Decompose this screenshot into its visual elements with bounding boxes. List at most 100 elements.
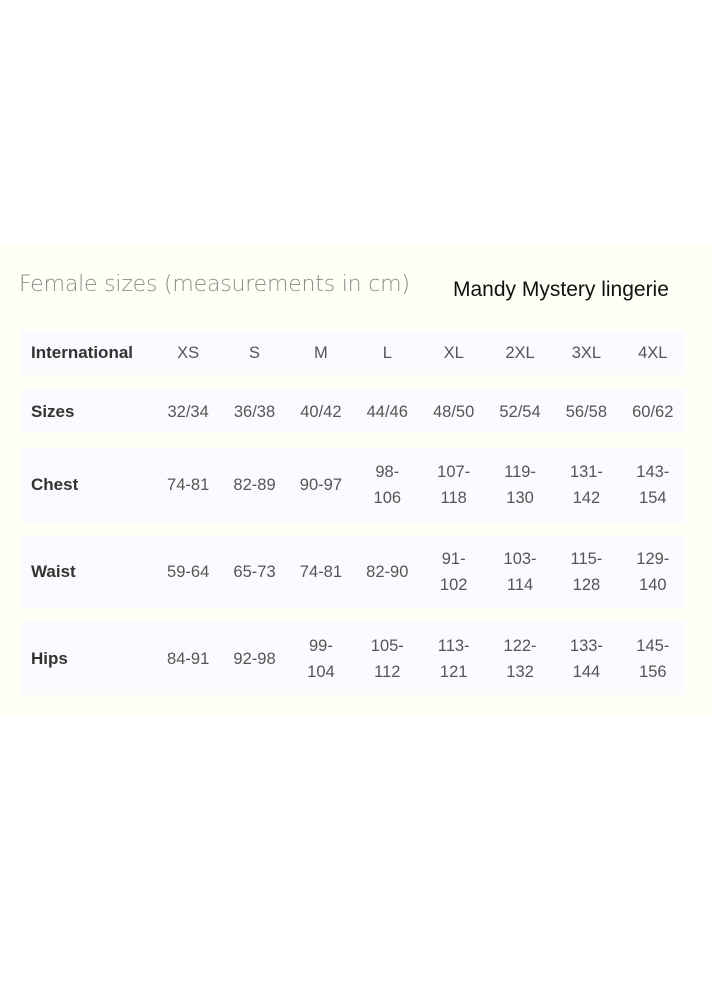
cell-text: 106: [373, 488, 402, 507]
cell-text: 90-97: [299, 475, 342, 494]
table-cell: XL: [420, 340, 486, 366]
cell-text: 36/38: [233, 402, 276, 421]
table-cell: 82-89: [221, 472, 287, 498]
cell-text: 3XL: [571, 343, 602, 362]
table-cell: 143- 154: [620, 459, 686, 511]
table-cell: 2XL: [487, 340, 553, 366]
table-cell: 59-64: [155, 559, 221, 585]
table-cell: 122- 132: [487, 633, 553, 685]
cell-text: M: [314, 343, 328, 362]
table-cell: 129- 140: [620, 546, 686, 598]
cell-text: 128: [572, 576, 601, 594]
cell-text: 99-: [308, 636, 333, 655]
cell-text: 145-: [636, 636, 670, 655]
table-row: Hips 84-91 92-98 99- 104 105- 112 113- 121 122- 13…: [20, 622, 686, 695]
table-row: Sizes 32/34 36/38 40/42 44/46 48/50 52/54 56/58…: [20, 390, 686, 433]
cell-text: 156: [639, 662, 667, 681]
row-label: Chest: [31, 474, 79, 494]
cell-text: 104: [307, 662, 335, 681]
table-cell: 65-73: [221, 559, 287, 585]
table-cell: 103- 114: [487, 546, 553, 598]
cell-text: 112: [374, 662, 401, 681]
table-cell: 56/58: [553, 399, 619, 425]
cell-text: XL: [443, 343, 464, 362]
table-cell: 119- 130: [487, 459, 553, 511]
table-cell: 40/42: [288, 399, 354, 425]
cell-text: 32/34: [167, 402, 209, 421]
cell-text: L: [382, 343, 392, 362]
cell-text: 114: [506, 576, 534, 594]
table-cell: 48/50: [420, 399, 486, 425]
cell-text: 119-: [504, 462, 536, 481]
table-row: International XS S M L XL 2XL 3XL 4XL: [20, 330, 686, 375]
table-cell: 90-97: [288, 472, 354, 498]
cell-text: S: [249, 343, 261, 362]
table-cell: 32/34: [155, 399, 221, 425]
table-cell: 4XL: [620, 340, 686, 366]
cell-text: 131-: [569, 462, 603, 481]
table-cell: 74-81: [288, 559, 354, 585]
cell-text: 144: [572, 662, 601, 681]
cell-text: 92-98: [233, 649, 276, 668]
table-row: Waist 59-64 65-73 74-81 82-90 91- 102 103- 114 11…: [20, 535, 686, 609]
cell-text: 105-: [370, 636, 404, 655]
cell-text: 59-64: [167, 563, 210, 581]
table-cell: 82-90: [354, 559, 420, 585]
row-label: Hips: [31, 648, 68, 668]
table-cell: 113- 121: [420, 633, 486, 685]
cell-text: 60/62: [632, 402, 674, 421]
table-cell: 99- 104: [288, 633, 354, 685]
cell-text: 98-: [375, 462, 400, 481]
table-cell: 84-91: [155, 646, 221, 672]
row-label: Waist: [31, 562, 76, 581]
table-cell: 91- 102: [420, 546, 486, 598]
cell-text: 154: [639, 488, 667, 507]
cell-text: 84-91: [167, 649, 210, 668]
cell-text: 56/58: [565, 402, 608, 421]
chart-title: Female sizes (measurements in cm): [19, 272, 410, 297]
table-cell: 98- 106: [354, 459, 420, 511]
cell-text: 103-: [503, 550, 537, 568]
cell-text: 122-: [503, 636, 537, 655]
table-cell: 92-98: [221, 646, 287, 672]
row-label: Sizes: [31, 401, 75, 421]
table-cell: 133- 144: [553, 633, 619, 685]
table-cell: 3XL: [553, 340, 619, 366]
table-cell: M: [288, 340, 354, 366]
table-cell: 74-81: [155, 472, 221, 498]
table-row: Chest 74-81 82-89 90-97 98- 106 107- 118 119- 130…: [20, 447, 686, 522]
table-cell: 36/38: [221, 399, 287, 425]
cell-text: 82-90: [366, 563, 409, 581]
cell-text: 133-: [569, 636, 603, 655]
cell-text: 48/50: [433, 402, 475, 421]
table-cell: 44/46: [354, 399, 420, 425]
table-cell: S: [221, 340, 287, 366]
cell-text: 65-73: [233, 563, 276, 581]
cell-text: 132: [506, 662, 534, 681]
cell-text: 91-: [441, 550, 466, 568]
cell-text: 4XL: [638, 343, 668, 362]
cell-text: 82-89: [233, 475, 276, 494]
table-cell: L: [354, 340, 420, 366]
row-label: International: [31, 342, 134, 362]
cell-text: 142: [572, 488, 601, 507]
cell-text: 113-: [437, 636, 470, 655]
table-cell: XS: [155, 340, 221, 366]
cell-text: 130: [506, 488, 534, 507]
table-cell: 107- 118: [420, 459, 486, 511]
cell-text: 74-81: [167, 475, 210, 494]
cell-text: 2XL: [505, 343, 535, 362]
cell-text: 115-: [570, 550, 603, 568]
table-cell: 115- 128: [553, 546, 619, 598]
cell-text: 74-81: [299, 563, 342, 581]
cell-text: 44/46: [366, 402, 408, 421]
table-cell: 105- 112: [354, 633, 420, 685]
cell-text: 107-: [437, 462, 471, 481]
cell-text: 52/54: [499, 402, 541, 421]
brand-name: Mandy Mystery lingerie: [453, 278, 669, 301]
cell-text: 121: [439, 662, 468, 681]
cell-text: 102: [439, 576, 468, 594]
cell-text: 40/42: [300, 402, 342, 421]
cell-text: 118: [440, 488, 467, 507]
table-cell: 52/54: [487, 399, 553, 425]
